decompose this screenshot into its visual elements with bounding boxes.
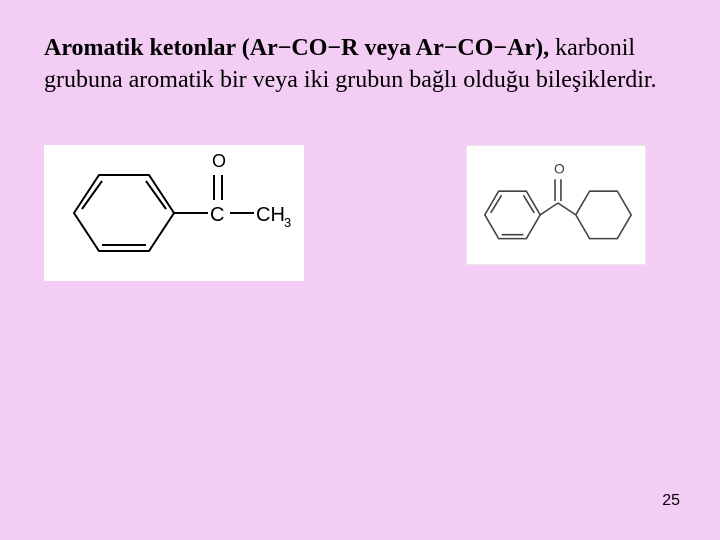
figure-acetophenone: O C CH 3 [44,145,304,281]
acetophenone-svg: O C CH 3 [44,145,304,281]
heading-bold: Aromatik ketonlar (Ar−CO−R veya Ar−CO−Ar… [44,35,549,61]
label-o: O [212,151,226,171]
page-number: 25 [662,492,680,510]
heading: Aromatik ketonlar (Ar−CO−R veya Ar−CO−Ar… [44,32,676,97]
label-ch3: CH [256,204,285,226]
label-ch3-sub: 3 [284,215,291,230]
label-c: C [210,204,224,226]
phenyl-cyclohexyl-ketone-svg: O [467,145,645,265]
label-o-b: O [554,160,565,176]
figures-row: O C CH 3 [44,145,676,281]
figure-phenyl-cyclohexyl-ketone: O [466,145,646,265]
